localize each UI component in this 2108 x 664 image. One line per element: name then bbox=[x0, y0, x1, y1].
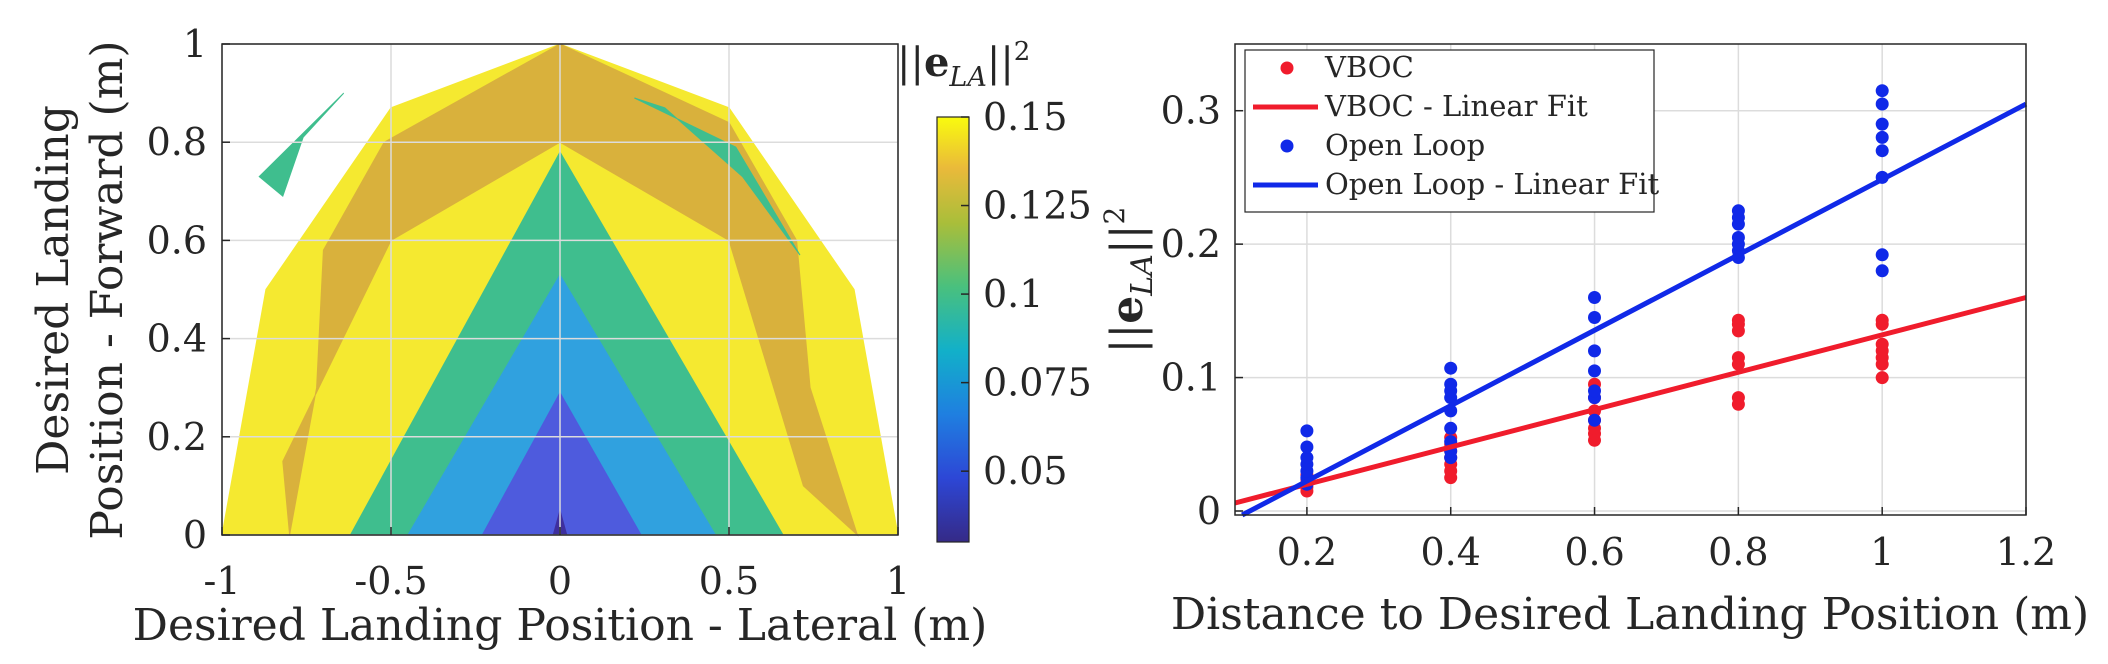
colorbar-gradient bbox=[936, 116, 970, 543]
contour-x-tick-label-1: -0.5 bbox=[354, 559, 427, 603]
scatter-point-vboc-32 bbox=[1875, 313, 1889, 327]
scatter-point-open-loop-36 bbox=[1875, 97, 1889, 111]
scatter-axes-box bbox=[1234, 43, 2027, 516]
contour-x-tick-label-3: 0.5 bbox=[699, 559, 759, 603]
scatter-x-tick-label-2: 0.6 bbox=[1564, 530, 1624, 574]
contour-y-tick-label-2: 0.4 bbox=[147, 317, 207, 361]
scatter-point-open-loop-26 bbox=[1731, 231, 1745, 244]
scatter-point-vboc-26 bbox=[1875, 371, 1889, 385]
scatter-point-open-loop-10 bbox=[1444, 421, 1458, 435]
scatter-x-ticks: 0.2 0.4 0.6 0.8 1 1.2 bbox=[1277, 507, 2056, 574]
legend-marker-vboc bbox=[1280, 61, 1294, 75]
scatter-point-vboc-25 bbox=[1731, 313, 1745, 327]
colorbar-ticks: 0.05 0.075 0.1 0.125 0.15 bbox=[961, 95, 1092, 493]
scatter-point-open-loop-6 bbox=[1300, 424, 1314, 438]
contour-y-tick-label-5: 1 bbox=[183, 22, 207, 66]
scatter-x-axis-label: Distance to Desired Landing Position (m) bbox=[1171, 589, 2089, 640]
scatter-point-open-loop-30 bbox=[1875, 264, 1889, 278]
scatter-x-tick-label-3: 0.8 bbox=[1708, 530, 1768, 574]
scatter-point-open-loop-16 bbox=[1588, 413, 1601, 427]
scatter-fit-line-open-loop-linear-fit bbox=[1241, 101, 2028, 518]
colorbar-tick-label-2: 0.1 bbox=[983, 272, 1043, 316]
colorbar-tick-label-1: 0.075 bbox=[983, 361, 1092, 405]
colorbar-tick-label-0: 0.05 bbox=[983, 449, 1068, 493]
legend-marker-open-loop bbox=[1280, 139, 1294, 153]
scatter-x-tick-label-0: 0.2 bbox=[1277, 530, 1337, 574]
scatter-y-tick-label-2: 0.2 bbox=[1161, 222, 1221, 266]
scatter-y-tick-label-0: 0 bbox=[1197, 489, 1221, 533]
scatter-point-open-loop-20 bbox=[1588, 344, 1601, 358]
scatter-point-open-loop-34 bbox=[1875, 130, 1889, 144]
scatter-y-tick-label-3: 0.3 bbox=[1161, 89, 1221, 133]
contour-region-4 bbox=[634, 97, 801, 256]
scatter-y-tick-label-1: 0.1 bbox=[1161, 356, 1221, 400]
scatter-point-open-loop-19 bbox=[1588, 364, 1601, 378]
scatter-x-tick-label-1: 0.4 bbox=[1421, 530, 1481, 574]
legend-label-open-loop: Open Loop bbox=[1325, 128, 1485, 162]
legend-label-open-loop-fit: Open Loop - Linear Fit bbox=[1325, 167, 1660, 201]
legend-label-vboc-fit: VBOC - Linear Fit bbox=[1324, 89, 1588, 123]
contour-y-tick-label-1: 0.2 bbox=[147, 415, 207, 459]
contour-y-tick-label-0: 0 bbox=[183, 513, 207, 557]
scatter-point-open-loop-35 bbox=[1875, 117, 1889, 131]
scatter-point-vboc-22 bbox=[1731, 351, 1745, 365]
contour-x-tick-label-2: 0 bbox=[548, 559, 572, 603]
scatter-x-tick-label-5: 1.2 bbox=[1996, 530, 2056, 574]
colorbar-label: ||eLA||2 bbox=[897, 37, 1030, 93]
scatter-legend: VBOC VBOC - Linear Fit Open Loop Open Lo… bbox=[1244, 49, 1660, 213]
scatter-y-ticks: 0 0.1 0.2 0.3 bbox=[1161, 89, 1243, 533]
legend-label-vboc: VBOC bbox=[1324, 50, 1414, 84]
contour-y-axis-label-line2: Position - Forward (m) bbox=[82, 40, 133, 539]
scatter-point-open-loop-5 bbox=[1300, 440, 1314, 454]
scatter-plot: 0.2 0.4 0.6 0.8 1 1.2 0 0.1 0.2 0.3 Distance to … bbox=[1098, 43, 2089, 640]
scatter-x-tick-label-4: 1 bbox=[1870, 530, 1894, 574]
contour-x-tick-label-0: -1 bbox=[203, 559, 240, 603]
contour-plot: -1 -0.5 0 0.5 1 0 0.2 0.4 0.6 0.8 1 Desired Landi… bbox=[28, 22, 1092, 651]
scatter-point-open-loop-37 bbox=[1875, 84, 1889, 98]
contour-region-1 bbox=[282, 43, 859, 537]
scatter-y-axis-label: ||eLA||2 bbox=[1098, 207, 1160, 354]
scatter-series bbox=[1234, 84, 2028, 518]
scatter-fit-line-vboc-linear-fit bbox=[1234, 295, 2027, 506]
contour-y-ticks: 0 0.2 0.4 0.6 0.8 1 bbox=[147, 22, 230, 557]
scatter-point-open-loop-14 bbox=[1444, 377, 1458, 391]
contour-region-3 bbox=[258, 92, 345, 198]
scatter-point-open-loop-29 bbox=[1731, 204, 1745, 218]
scatter-point-open-loop-22 bbox=[1588, 291, 1601, 304]
contour-x-tick-label-4: 1 bbox=[886, 559, 910, 603]
scatter-point-open-loop-4 bbox=[1300, 451, 1314, 465]
contour-y-tick-label-3: 0.6 bbox=[147, 218, 207, 262]
contour-y-tick-label-4: 0.8 bbox=[147, 120, 207, 164]
scatter-point-vboc-30 bbox=[1875, 337, 1889, 351]
colorbar: 0.05 0.075 0.1 0.125 0.15 ||eLA||2 bbox=[897, 37, 1092, 543]
scatter-point-open-loop-18 bbox=[1588, 384, 1601, 398]
contour-x-axis-label: Desired Landing Position - Lateral (m) bbox=[133, 600, 988, 651]
scatter-point-vboc-20 bbox=[1731, 391, 1745, 405]
colorbar-tick-label-4: 0.15 bbox=[983, 95, 1068, 139]
contour-x-ticks: -1 -0.5 0 0.5 1 bbox=[203, 527, 910, 603]
scatter-point-open-loop-31 bbox=[1875, 248, 1889, 262]
scatter-point-open-loop-33 bbox=[1875, 144, 1889, 158]
scatter-point-open-loop-21 bbox=[1588, 311, 1601, 324]
scatter-point-open-loop-15 bbox=[1444, 361, 1458, 375]
contour-y-axis-label-line1: Desired Landing bbox=[28, 105, 79, 475]
colorbar-tick-label-3: 0.125 bbox=[983, 184, 1092, 228]
